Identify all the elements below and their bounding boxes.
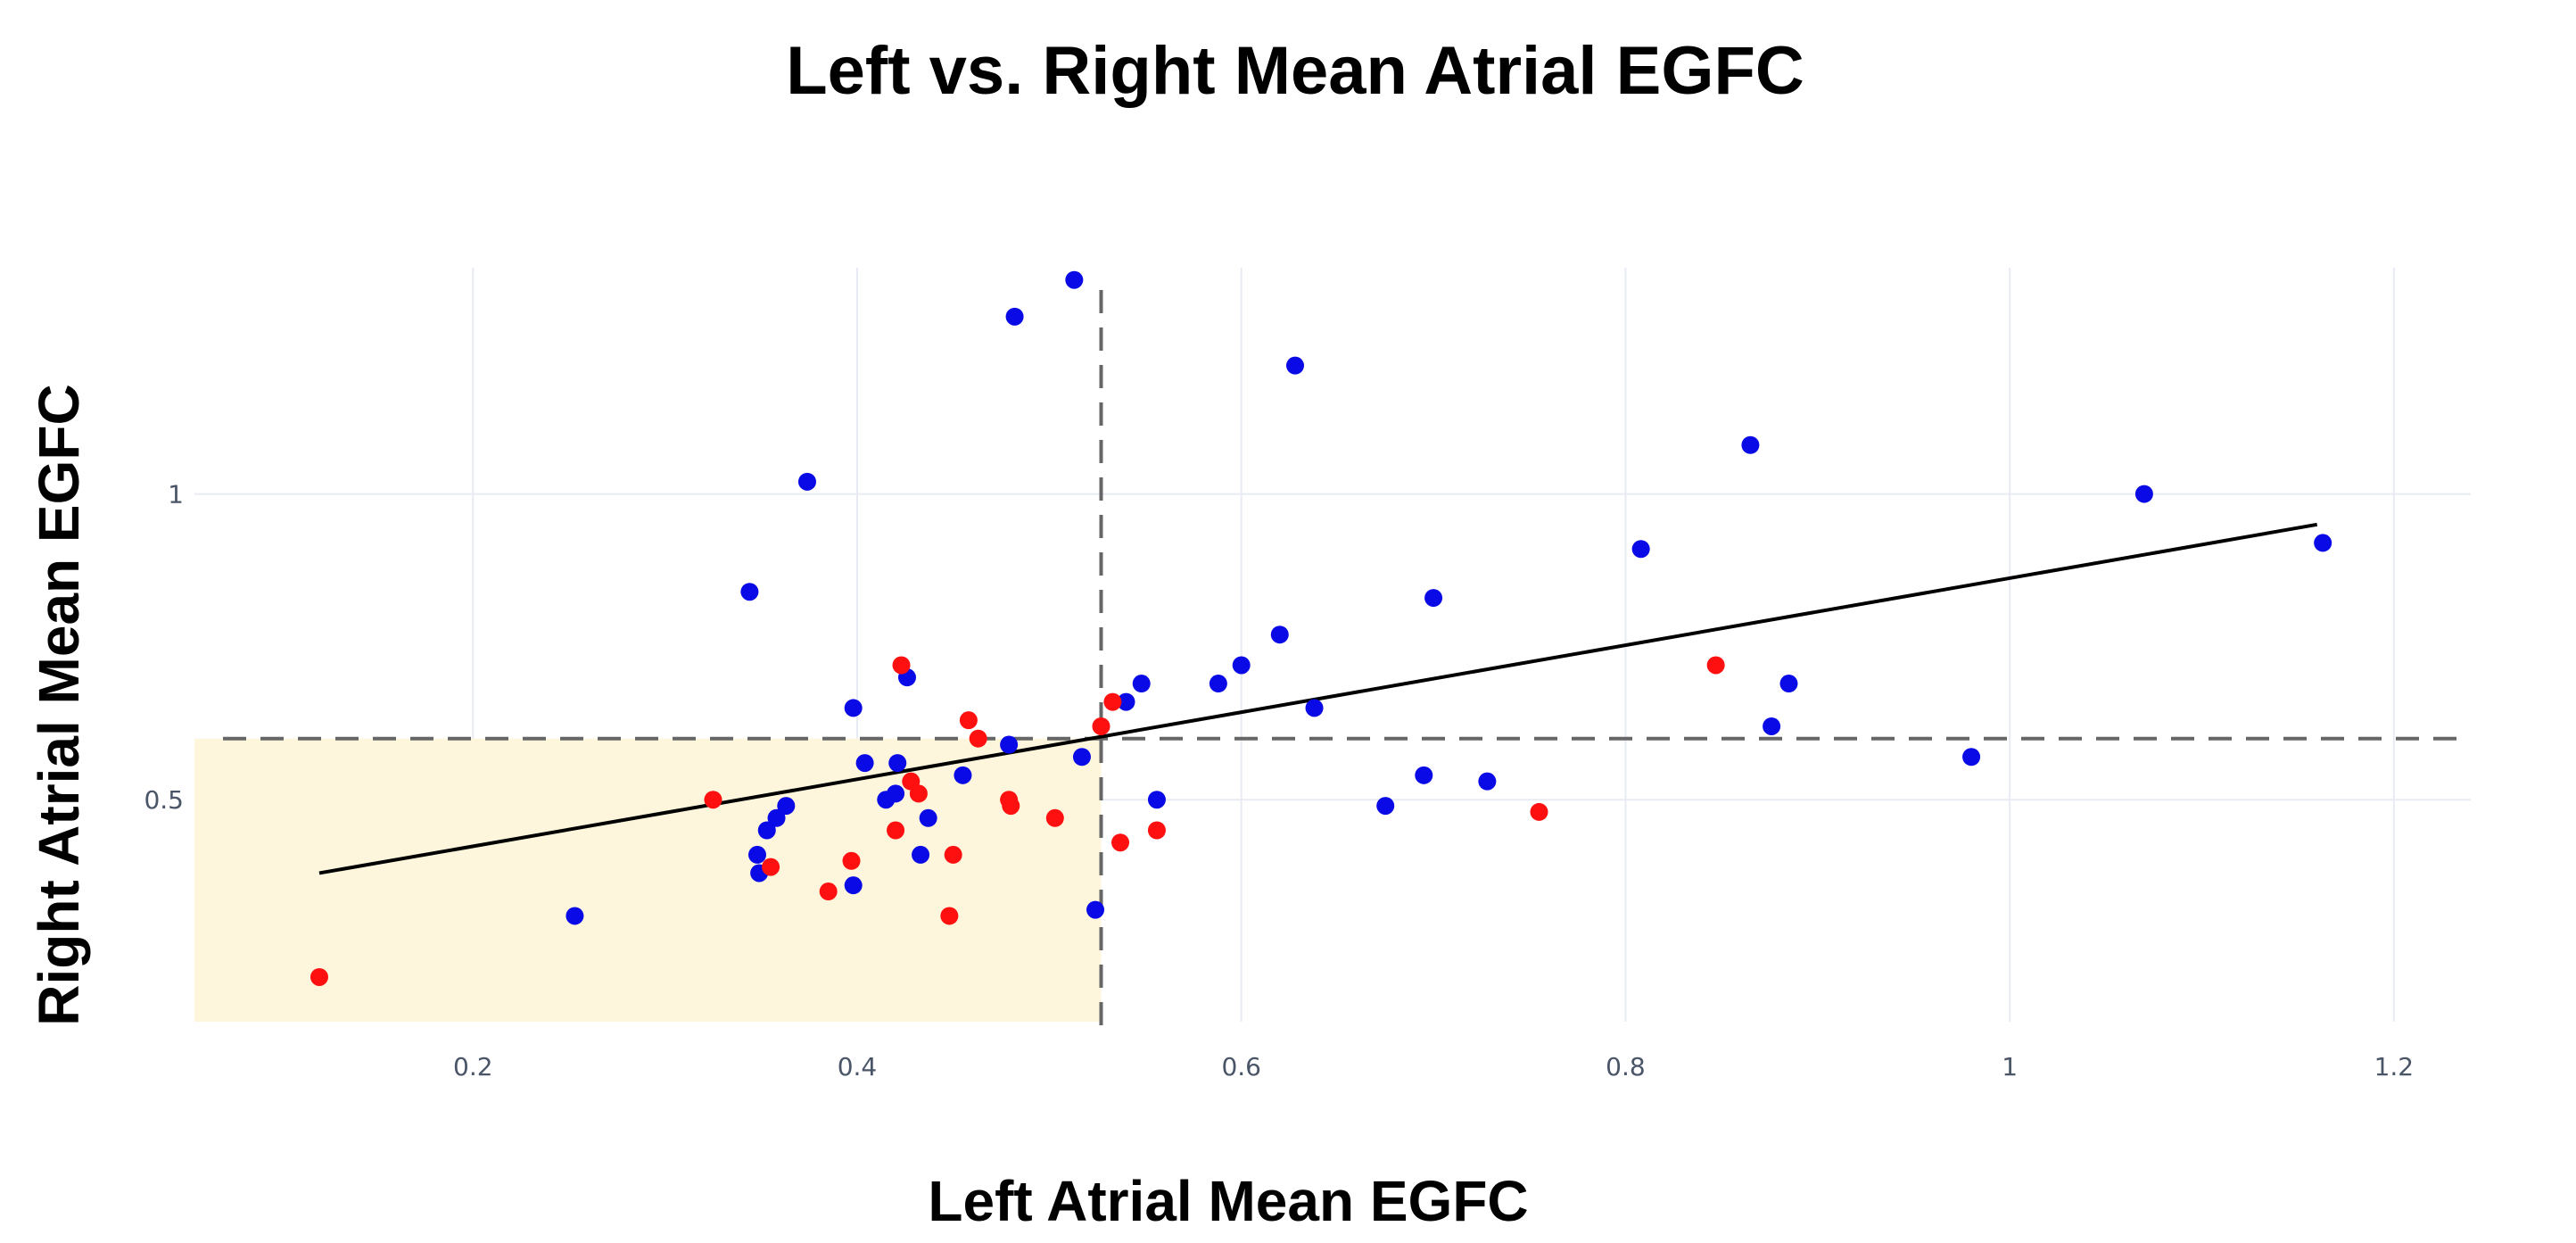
blue-point-19 [1005,307,1024,326]
blue-point-34 [1478,772,1497,791]
red-point-1 [704,791,722,809]
blue-point-1 [740,583,759,601]
blue-point-35 [1631,540,1650,559]
red-point-11 [959,711,978,730]
blue-point-23 [1117,692,1135,711]
blue-point-21 [1072,748,1091,767]
blue-point-0 [566,907,584,925]
data-points [310,270,2332,986]
blue-point-36 [1741,435,1760,454]
blue-point-40 [2134,485,2153,503]
blue-point-7 [797,472,816,491]
red-point-12 [969,729,987,748]
chart-title: Left vs. Right Mean Atrial EGFC [786,33,1804,109]
red-point-16 [1092,717,1110,735]
blue-point-13 [888,754,907,773]
x-axis-title: Left Atrial Mean EGFC [928,1169,1528,1233]
red-point-5 [887,821,905,840]
blue-point-25 [1147,791,1166,809]
blue-point-30 [1305,699,1324,717]
blue-point-2 [748,845,767,864]
blue-point-8 [844,876,863,895]
blue-point-24 [1132,675,1151,693]
red-point-9 [940,907,959,925]
blue-point-28 [1270,626,1289,644]
red-point-2 [762,858,780,876]
blue-point-12 [887,784,905,803]
blue-point-6 [777,797,796,816]
shaded-quadrant [194,738,1102,1022]
blue-point-4 [757,821,776,840]
blue-point-16 [919,808,937,827]
blue-point-37 [1763,717,1781,735]
x-tick-label-1: 0.4 [838,1052,878,1081]
blue-point-29 [1286,356,1305,375]
blue-point-33 [1424,589,1443,608]
y-tick-label-0: 0.5 [144,785,184,815]
red-point-15 [1045,808,1064,827]
blue-point-31 [1376,797,1395,816]
red-point-8 [909,784,928,803]
trend-line-group [318,522,2318,875]
blue-point-10 [855,754,874,773]
blue-point-27 [1232,656,1251,675]
red-point-14 [1002,797,1020,816]
red-point-6 [892,656,911,675]
y-axis-title: Right Atrial Mean EGFC [27,384,91,1025]
x-tick-labels: 0.2 0.4 0.6 0.8 1 1.2 [453,1052,2414,1081]
y-tick-labels: 0.51 [144,480,184,816]
y-tick-label-1: 1 [168,480,184,510]
blue-point-17 [954,766,972,784]
blue-point-22 [1086,900,1105,919]
blue-point-26 [1209,675,1227,693]
blue-point-5 [767,808,786,827]
x-tick-label-5: 1.2 [2374,1052,2415,1081]
blue-point-32 [1415,766,1433,784]
trend-line [318,522,2318,875]
blue-point-38 [1779,675,1798,693]
x-tick-label-0: 0.2 [453,1052,493,1081]
red-point-21 [1706,656,1725,675]
red-point-0 [310,967,328,986]
blue-point-20 [1065,270,1084,289]
shaded-region [194,738,1102,1022]
red-point-3 [819,883,838,901]
red-point-17 [1103,692,1122,711]
blue-point-15 [912,845,930,864]
blue-point-41 [2314,534,2332,552]
red-point-4 [842,851,861,870]
x-tick-label-4: 1 [2002,1052,2018,1081]
blue-point-18 [1000,735,1019,754]
red-point-20 [1530,802,1548,821]
red-point-18 [1111,833,1130,852]
blue-point-9 [844,699,863,717]
x-tick-label-2: 0.6 [1221,1052,1261,1081]
red-point-19 [1147,821,1166,840]
blue-point-39 [1962,748,1981,767]
red-point-10 [944,845,962,864]
x-tick-label-3: 0.8 [1606,1052,1646,1081]
